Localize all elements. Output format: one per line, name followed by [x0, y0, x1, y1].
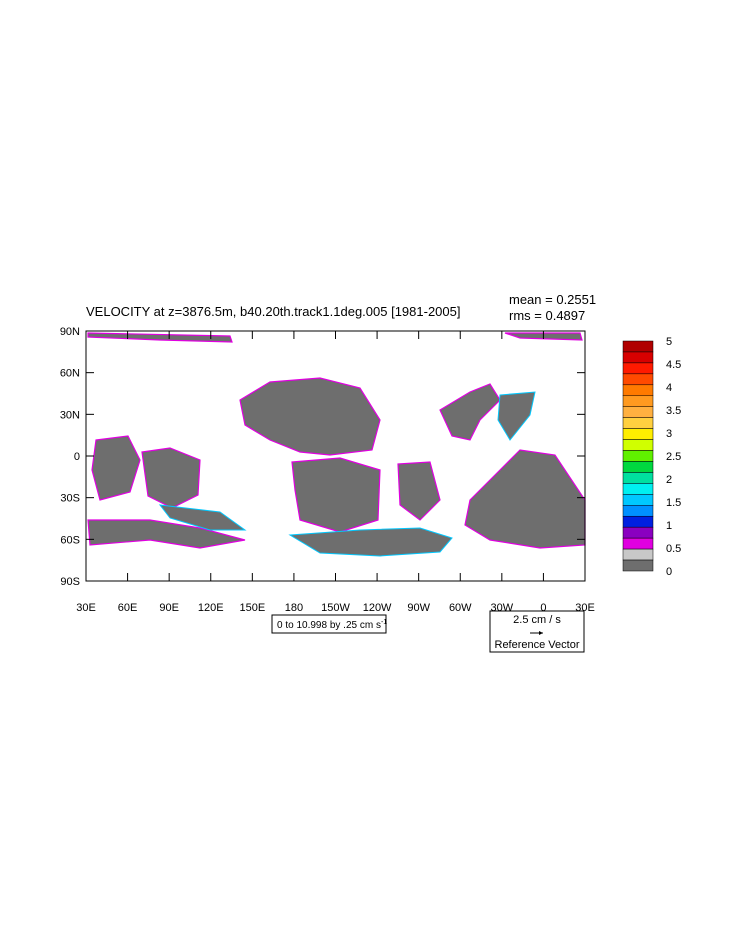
lon-label: 120E: [198, 602, 224, 614]
colorbar-box: [622, 472, 654, 484]
colorbar-box: [622, 340, 654, 353]
colorbar-label: 2.5: [666, 451, 681, 463]
lat-label: 30N: [60, 409, 80, 421]
lon-label: 120W: [363, 602, 392, 614]
lon-label: 30E: [575, 602, 595, 614]
colorbar-box: [622, 450, 654, 462]
colorbar-box: [622, 439, 654, 451]
lon-label: 0: [540, 602, 546, 614]
reference-label: Reference Vector: [495, 639, 580, 651]
colorbar-label: 4.5: [666, 359, 681, 371]
colorbar-box: [622, 505, 654, 517]
colorbar-label: 0.5: [666, 543, 681, 555]
reference-arrowhead: [539, 631, 543, 635]
colorbar-box: [622, 461, 654, 473]
colorbar-box: [622, 417, 654, 429]
colorbar-box: [622, 537, 654, 550]
colorbar-label: 3: [666, 428, 672, 440]
lat-label: 30S: [60, 493, 80, 505]
colorbar-box: [622, 515, 654, 528]
rms: rms = 0.4897: [509, 308, 585, 323]
colorbar-label: 1.5: [666, 497, 681, 509]
colorbar-box: [622, 559, 654, 572]
reference-vector-box: [489, 610, 585, 653]
colorbar-box: [622, 373, 654, 386]
lat-label: 60N: [60, 368, 80, 380]
lon-label: 90E: [159, 602, 179, 614]
lat-label: 90S: [60, 576, 80, 588]
contour-info-text: 0 to 10.998 by .25 cm s: [277, 620, 381, 631]
colorbar-label: 4: [666, 382, 672, 394]
colorbar-label: 5: [666, 336, 672, 348]
lat-label: 90N: [60, 326, 80, 338]
lat-label: 0: [74, 451, 80, 463]
contour-info: 0 to 10.998 by .25 cm s-1: [277, 619, 387, 631]
colorbar-box: [622, 428, 654, 440]
colorbar-label: 3.5: [666, 405, 681, 417]
lon-label: 150W: [321, 602, 350, 614]
reference-magnitude: 2.5 cm / s: [513, 614, 561, 626]
lon-label: 30W: [491, 602, 514, 614]
colorbar: 5 4.5 4 3.5 3 2.5 2 1.5 1 0.5 0: [622, 336, 681, 578]
lat-label: 60S: [60, 534, 80, 546]
colorbar-box: [622, 483, 654, 495]
map-fields: [87, 332, 586, 557]
lon-label: 60E: [118, 602, 138, 614]
colorbar-box: [622, 384, 654, 397]
contour-info-superscript: -1: [381, 619, 387, 626]
colorbar-label: 0: [666, 566, 672, 578]
colorbar-box: [622, 406, 654, 418]
mean: mean = 0.2551: [509, 292, 596, 307]
lon-label: 180: [285, 602, 303, 614]
colorbar-box: [622, 395, 654, 407]
title: VELOCITY at z=3876.5m, b40.20th.track1.1…: [86, 304, 461, 319]
contour-info-box: [271, 614, 387, 634]
lon-label: 150E: [239, 602, 265, 614]
colorbar-box: [622, 351, 654, 364]
colorbar-box: [622, 494, 654, 506]
colorbar-box: [622, 526, 654, 539]
lon-label: 60W: [449, 602, 472, 614]
lon-label: 90W: [407, 602, 430, 614]
colorbar-box: [622, 362, 654, 375]
colorbar-box: [622, 548, 654, 561]
colorbar-label: 1: [666, 520, 672, 532]
colorbar-label: 2: [666, 474, 672, 486]
lon-label: 30E: [76, 602, 96, 614]
